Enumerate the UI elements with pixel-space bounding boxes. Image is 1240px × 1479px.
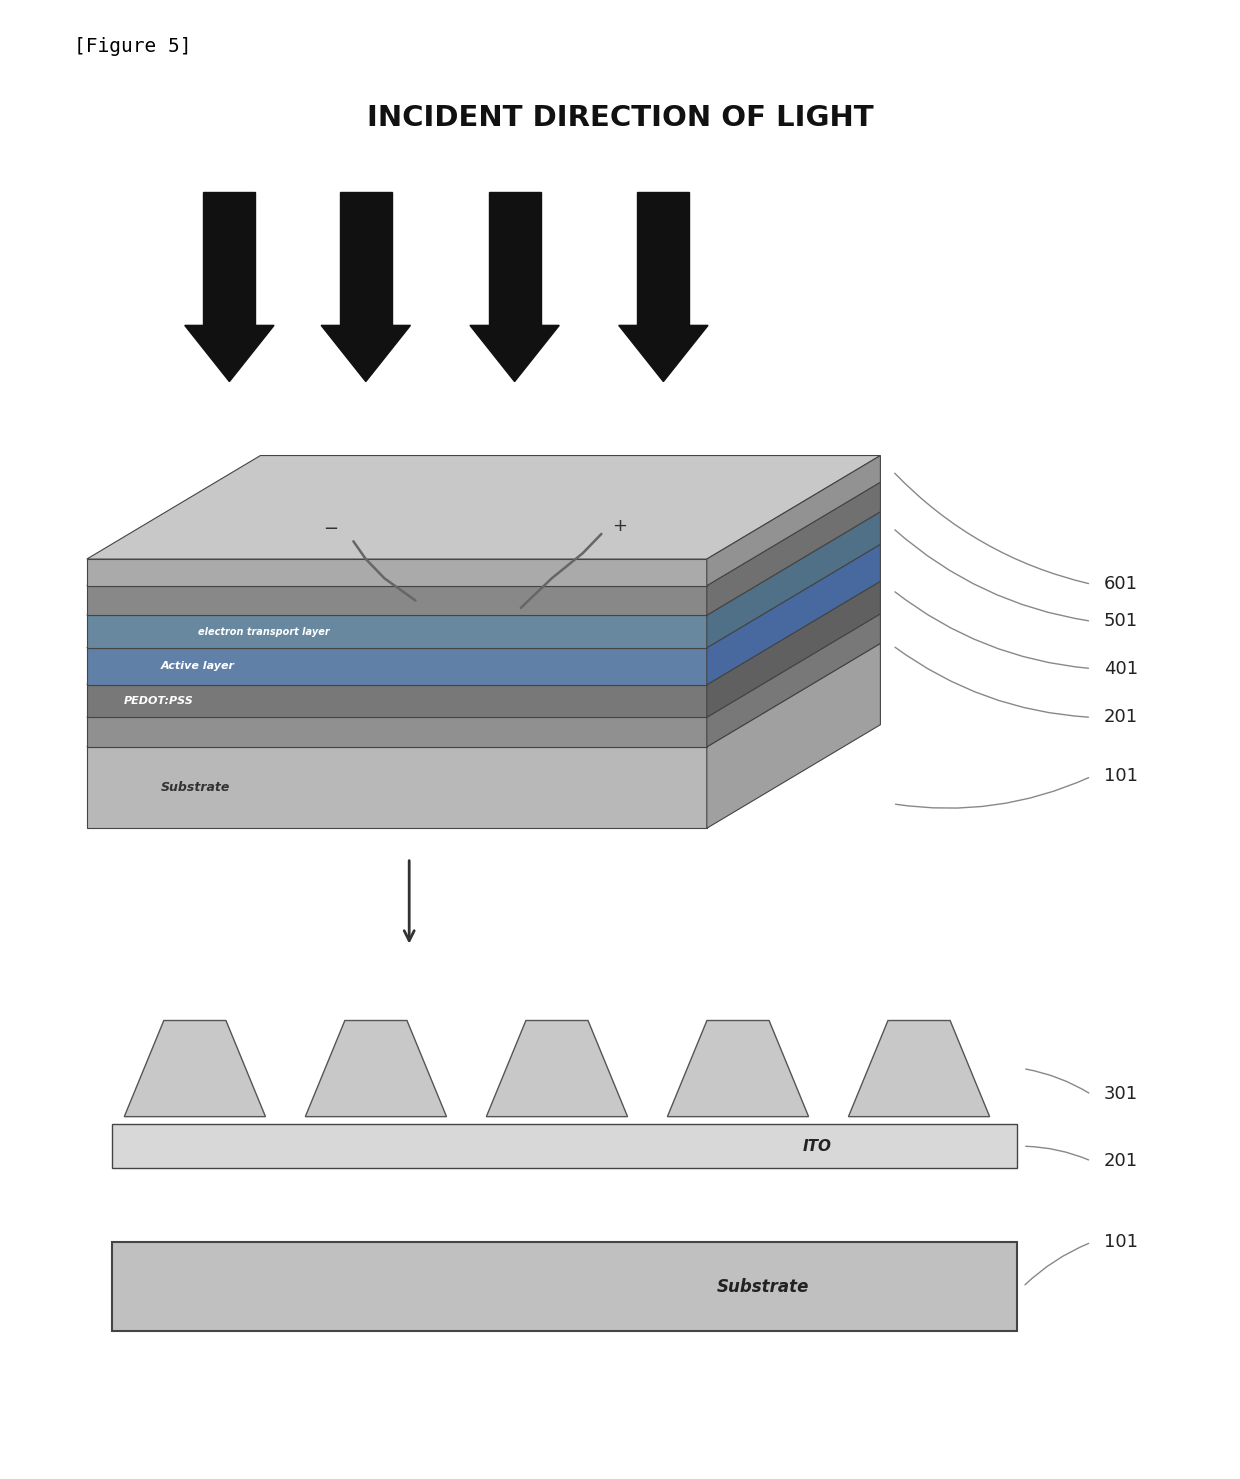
Polygon shape — [87, 615, 707, 648]
Polygon shape — [87, 544, 880, 648]
Text: 601: 601 — [1104, 575, 1137, 593]
Polygon shape — [619, 325, 708, 382]
Text: 401: 401 — [1104, 660, 1138, 677]
Polygon shape — [470, 325, 559, 382]
Polygon shape — [667, 1021, 808, 1117]
Text: 301: 301 — [1104, 1086, 1138, 1103]
Polygon shape — [707, 581, 880, 717]
Polygon shape — [87, 648, 707, 685]
Text: [Figure 5]: [Figure 5] — [74, 37, 192, 56]
Polygon shape — [637, 192, 689, 325]
Polygon shape — [707, 456, 880, 586]
Polygon shape — [321, 325, 410, 382]
Text: 101: 101 — [1104, 768, 1137, 785]
Polygon shape — [87, 685, 707, 717]
Polygon shape — [707, 512, 880, 648]
Polygon shape — [87, 747, 707, 828]
Polygon shape — [848, 1021, 990, 1117]
Polygon shape — [87, 614, 880, 717]
Polygon shape — [489, 192, 541, 325]
Text: electron transport layer: electron transport layer — [198, 627, 330, 636]
Text: 201: 201 — [1104, 708, 1138, 726]
Polygon shape — [87, 586, 707, 615]
Polygon shape — [305, 1021, 446, 1117]
Polygon shape — [203, 192, 255, 325]
Polygon shape — [707, 482, 880, 615]
Text: −: − — [324, 521, 339, 538]
Text: ITO: ITO — [804, 1139, 832, 1154]
Polygon shape — [87, 559, 707, 586]
Polygon shape — [87, 717, 707, 747]
Polygon shape — [87, 643, 880, 747]
Polygon shape — [486, 1021, 627, 1117]
Text: +: + — [613, 518, 627, 535]
Polygon shape — [707, 614, 880, 747]
Polygon shape — [112, 1124, 1017, 1168]
Text: Substrate: Substrate — [717, 1278, 810, 1296]
Polygon shape — [87, 456, 880, 559]
Text: 201: 201 — [1104, 1152, 1138, 1170]
Text: 501: 501 — [1104, 612, 1138, 630]
Text: PEDOT:PSS: PEDOT:PSS — [124, 697, 193, 705]
Text: Active layer: Active layer — [161, 661, 236, 671]
Polygon shape — [87, 482, 880, 586]
Text: INCIDENT DIRECTION OF LIGHT: INCIDENT DIRECTION OF LIGHT — [367, 104, 873, 132]
Polygon shape — [707, 544, 880, 685]
Polygon shape — [112, 1242, 1017, 1331]
Polygon shape — [340, 192, 392, 325]
Polygon shape — [185, 325, 274, 382]
Text: Substrate: Substrate — [161, 781, 231, 794]
Polygon shape — [707, 643, 880, 828]
Polygon shape — [87, 512, 880, 615]
Polygon shape — [124, 1021, 265, 1117]
Polygon shape — [87, 581, 880, 685]
Text: 101: 101 — [1104, 1233, 1137, 1251]
